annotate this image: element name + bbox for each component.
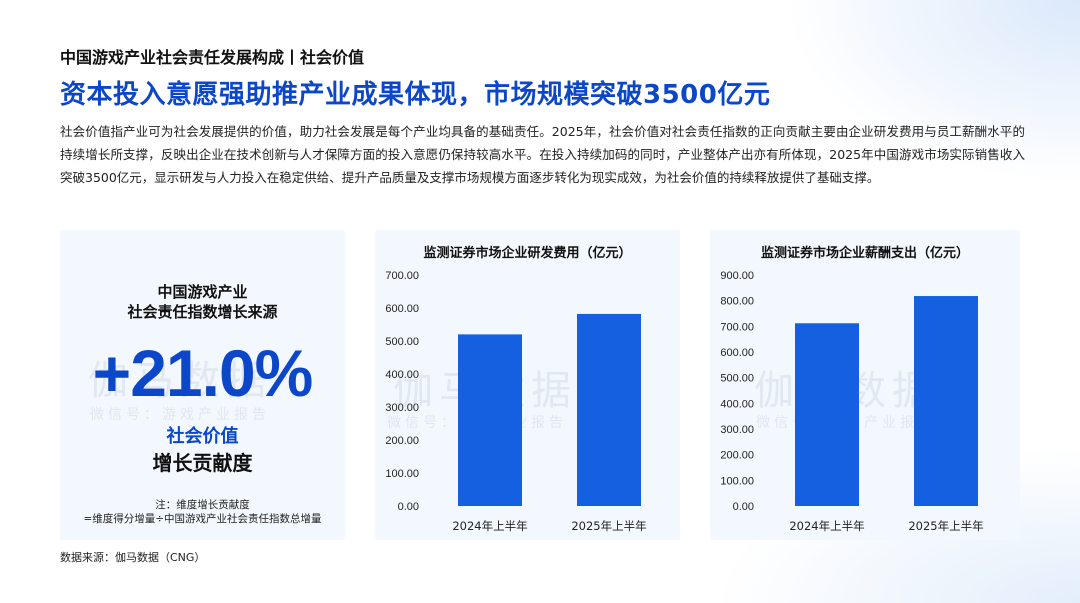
y-tick-label: 300.00 bbox=[385, 402, 419, 414]
watermark-text: 伽马数据 bbox=[88, 358, 272, 404]
note-line-2: =维度得分增量÷中国游戏产业社会责任指数总增量 bbox=[83, 513, 322, 525]
y-tick-label: 400.00 bbox=[720, 398, 754, 410]
y-tick-label: 700.00 bbox=[720, 321, 754, 333]
rd-chart-title: 监测证券市场企业研发费用（亿元） bbox=[423, 246, 632, 261]
y-tick-label: 600.00 bbox=[385, 303, 419, 315]
salary-expense-bar-chart: 0.00 100.00 200.00 300.00 400.00 500.00 600.00… bbox=[720, 270, 983, 533]
contribution-title-line2: 社会责任指数增长来源 bbox=[127, 303, 278, 321]
y-tick-label: 900.00 bbox=[720, 270, 754, 282]
bar-1 bbox=[458, 334, 522, 506]
bar-2 bbox=[914, 296, 978, 506]
y-tick-label: 600.00 bbox=[720, 347, 754, 359]
x-category-label: 2024年上半年 bbox=[452, 519, 527, 533]
bar-2 bbox=[577, 313, 641, 506]
contribution-panel: 伽马数据 微信号：游戏产业报告 中国游戏产业 社会责任指数增长来源 +21.0%… bbox=[60, 230, 345, 540]
metric-sublabel: 增长贡献度 bbox=[152, 451, 253, 475]
data-source: 数据来源：伽马数据（CNG） bbox=[60, 551, 206, 564]
contribution-title: 中国游戏产业 社会责任指数增长来源 bbox=[60, 282, 345, 322]
y-tick-label: 400.00 bbox=[385, 369, 419, 381]
y-tick-label: 200.00 bbox=[385, 435, 419, 447]
rd-expense-chart-panel: 伽马数据 微信号：游戏产业报告 监测证券市场企业研发费用（亿元） 0.00100… bbox=[375, 230, 680, 540]
x-category-label: 2025年上半年 bbox=[908, 519, 983, 533]
salary-chart-title: 监测证券市场企业薪酬支出（亿元） bbox=[760, 246, 969, 261]
y-tick-label: 500.00 bbox=[720, 373, 754, 385]
y-tick-label: 100.00 bbox=[385, 468, 419, 480]
bar-1 bbox=[795, 323, 859, 506]
x-category-label: 2024年上半年 bbox=[789, 519, 864, 533]
description-paragraph: 社会价值指产业可为社会发展提供的价值，助力社会发展是每个产业均具备的基础责任。2… bbox=[60, 124, 1025, 185]
note-line-1: 注：维度增长贡献度 bbox=[155, 499, 250, 511]
y-tick-label: 0.00 bbox=[733, 501, 754, 513]
page-headline: 资本投入意愿强助推产业成果体现，市场规模突破3500亿元 bbox=[60, 80, 771, 110]
contribution-title-line1: 中国游戏产业 bbox=[157, 283, 248, 301]
salary-expense-chart-panel: 伽马数据 微信号：游戏产业报告 监测证券市场企业薪酬支出（亿元） 0.00100… bbox=[710, 230, 1020, 540]
y-tick-label: 100.00 bbox=[720, 475, 754, 487]
y-tick-label: 700.00 bbox=[385, 270, 419, 282]
y-tick-label: 800.00 bbox=[720, 296, 754, 308]
metric-label: 社会价值 bbox=[166, 426, 239, 447]
y-tick-label: 500.00 bbox=[385, 336, 419, 348]
contribution-value: +21.0% bbox=[92, 336, 314, 410]
y-tick-label: 300.00 bbox=[720, 424, 754, 436]
watermark-subtext: 微信号：游戏产业报告 bbox=[90, 407, 270, 423]
formula-note: 注：维度增长贡献度 =维度得分增量÷中国游戏产业社会责任指数总增量 bbox=[60, 498, 345, 526]
section-title: 中国游戏产业社会责任发展构成丨社会价值 bbox=[60, 48, 365, 67]
x-category-label: 2025年上半年 bbox=[571, 519, 646, 533]
rd-expense-bar-chart: 0.00 100.00 200.00 300.00 400.00 500.00 600.00… bbox=[385, 270, 646, 533]
y-tick-label: 0.00 bbox=[398, 501, 419, 513]
y-tick-label: 200.00 bbox=[720, 450, 754, 462]
